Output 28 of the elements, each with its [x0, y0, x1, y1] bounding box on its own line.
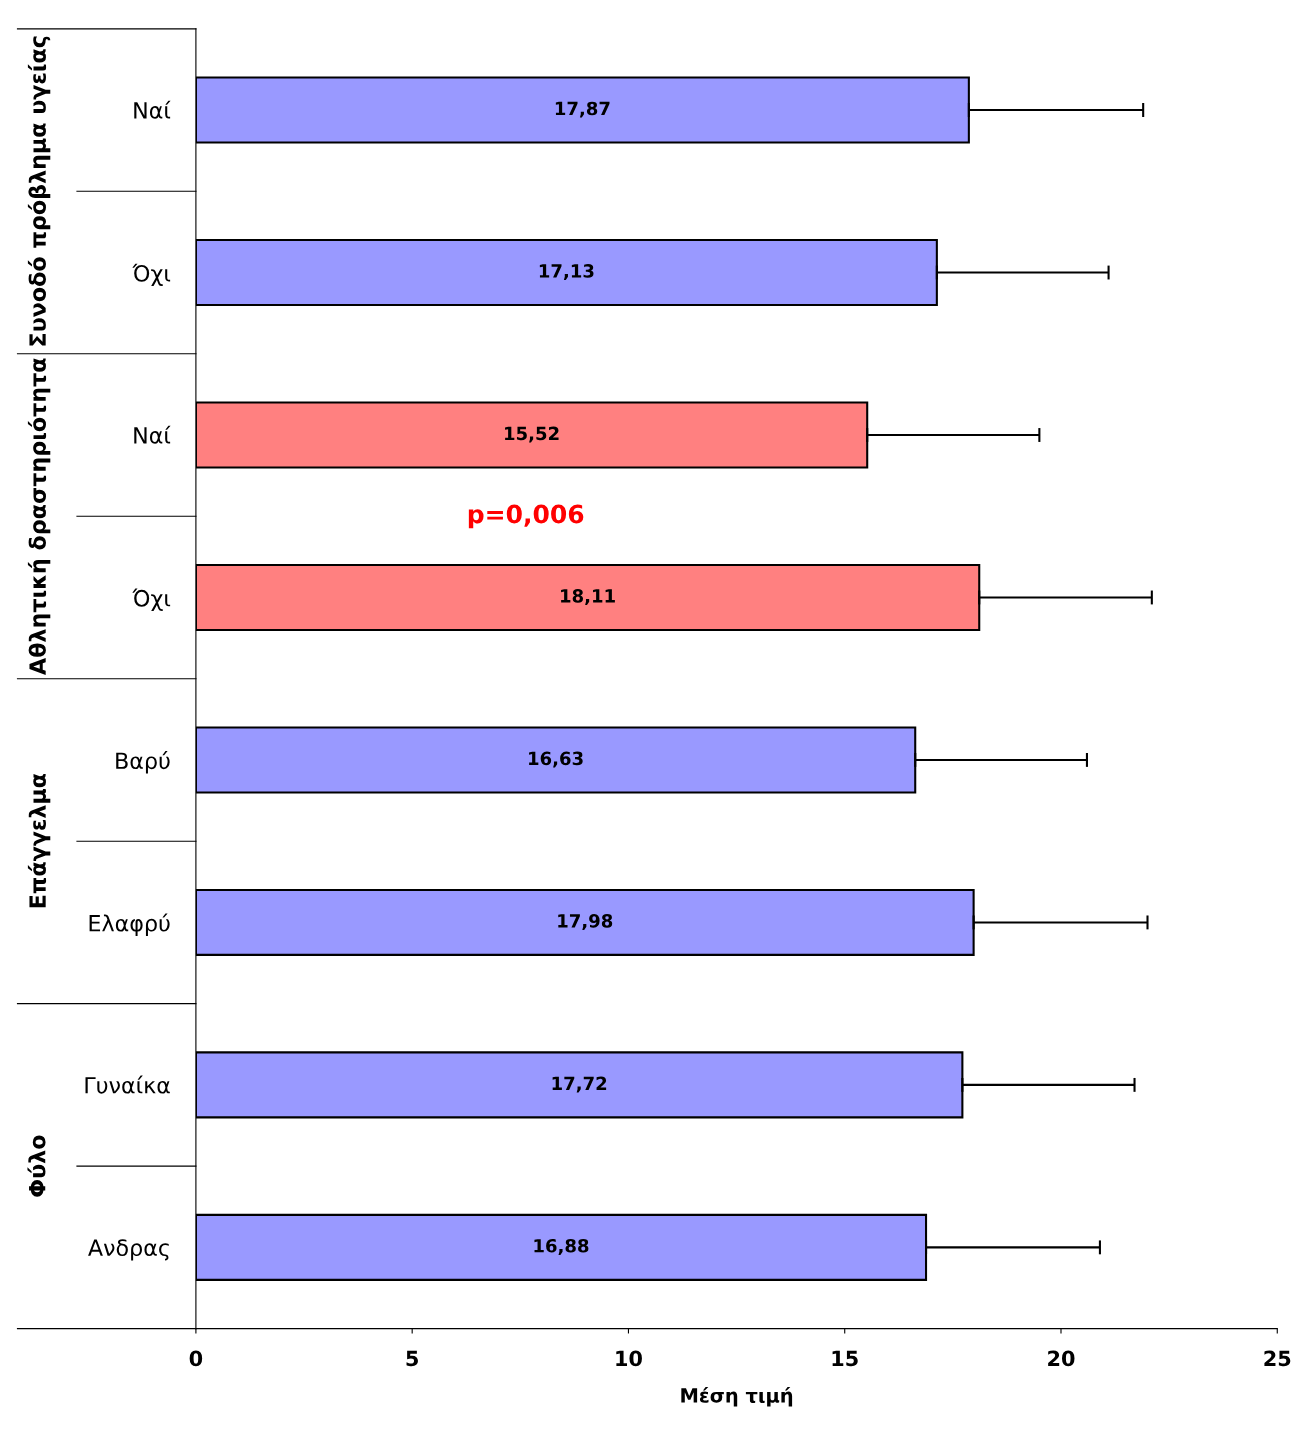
y-tick-label: Ανδρας — [88, 1239, 169, 1261]
data-label: 15,52 — [505, 426, 559, 443]
x-tick-label: 15 — [832, 1350, 858, 1367]
text: Αθλητική δραστηριότητα — [27, 358, 51, 675]
y-tick-label: Όχι — [132, 588, 171, 611]
y-tick-label: Όχι — [132, 263, 171, 287]
data-label: 17,72 — [552, 1076, 607, 1093]
data-label: 17,13 — [539, 264, 594, 281]
text: Συνοδό πρόβλημα υγείας — [27, 36, 51, 346]
data-label: 17,87 — [555, 101, 610, 118]
x-tick-label: 10 — [616, 1350, 642, 1367]
x-tick-label: 20 — [1048, 1350, 1075, 1367]
data-label: 16,63 — [529, 751, 583, 768]
y-tick-label: Ελαφρύ — [89, 913, 170, 936]
data-label: 16,88 — [534, 1238, 589, 1255]
x-axis-title: Μέση τιμή — [681, 1386, 793, 1407]
x-tick-label: 0 — [189, 1350, 203, 1367]
x-tick-label: 25 — [1264, 1350, 1291, 1367]
text: Φύλο — [27, 1135, 46, 1197]
x-tick-label: 5 — [406, 1350, 418, 1367]
data-label: 17,98 — [558, 914, 613, 930]
text: Επάγγελμα — [27, 773, 51, 908]
data-label: 18,11 — [561, 589, 615, 606]
annotation: p=0,006 — [468, 504, 584, 529]
y-tick-label: Γυναίκα — [85, 1075, 170, 1094]
y-tick-label: Ναί — [134, 100, 171, 119]
y-tick-label: Ναί — [134, 425, 171, 444]
y-tick-label: Βαρύ — [116, 751, 170, 774]
